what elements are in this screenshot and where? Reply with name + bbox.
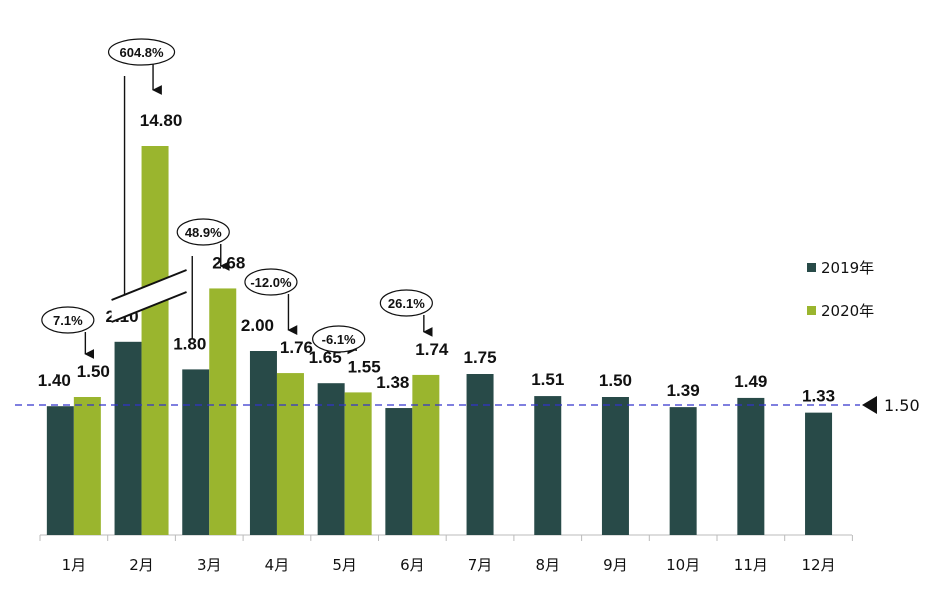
legend-label: 2020年 bbox=[821, 302, 874, 320]
x-tick-label: 8月 bbox=[535, 556, 560, 574]
data-label-2019: 1.40 bbox=[38, 371, 71, 390]
x-tick-label: 2月 bbox=[129, 556, 154, 574]
bar-2020 bbox=[209, 288, 237, 535]
bar-2020 bbox=[344, 392, 372, 535]
reference-label: 1.50 bbox=[884, 396, 920, 415]
axis-break-mark bbox=[111, 269, 187, 301]
change-oval bbox=[312, 325, 366, 353]
x-tick-label: 10月 bbox=[666, 556, 700, 574]
data-label-2019: 1.39 bbox=[667, 381, 700, 400]
x-tick-label: 5月 bbox=[332, 556, 357, 574]
bar-2019 bbox=[46, 406, 74, 535]
data-label-2020: 1.55 bbox=[348, 357, 381, 376]
data-label-2019: 1.80 bbox=[173, 334, 206, 353]
legend-swatch bbox=[807, 263, 816, 272]
legend-swatch bbox=[807, 306, 816, 315]
change-label: 7.1% bbox=[53, 313, 83, 328]
change-label: -12.0% bbox=[250, 275, 292, 290]
x-tick-label: 11月 bbox=[734, 556, 768, 574]
bar-2019 bbox=[182, 369, 210, 535]
bar-2019 bbox=[737, 397, 765, 535]
change-label: 604.8% bbox=[120, 45, 165, 60]
change-label: 26.1% bbox=[388, 296, 425, 311]
data-label-2019: 2.00 bbox=[241, 316, 274, 335]
data-label-2020: 1.76 bbox=[280, 338, 313, 357]
bar-2019 bbox=[317, 383, 345, 535]
change-label: -6.1% bbox=[322, 332, 356, 347]
axis-break-mark bbox=[111, 291, 187, 323]
data-label-2020: 2.68 bbox=[212, 253, 245, 272]
data-label-2019: 1.65 bbox=[309, 348, 342, 367]
bar-2019 bbox=[601, 397, 629, 535]
data-label-2019: 1.38 bbox=[376, 373, 409, 392]
bar-2019 bbox=[114, 341, 142, 535]
x-tick-label: 12月 bbox=[802, 556, 836, 574]
change-oval bbox=[41, 306, 95, 334]
bar-2020 bbox=[412, 374, 440, 535]
x-tick-label: 1月 bbox=[62, 556, 87, 574]
data-label-2019: 1.33 bbox=[802, 387, 835, 406]
data-label-2019: 1.49 bbox=[734, 372, 767, 391]
data-label-2019: 1.75 bbox=[464, 348, 497, 367]
data-label-2019: 1.50 bbox=[599, 371, 632, 390]
bar-2019 bbox=[805, 412, 833, 535]
change-oval bbox=[176, 218, 230, 246]
change-oval bbox=[244, 268, 298, 296]
change-oval bbox=[107, 38, 176, 66]
bar-2019 bbox=[669, 407, 697, 535]
x-tick-label: 7月 bbox=[468, 556, 493, 574]
x-tick-label: 3月 bbox=[197, 556, 222, 574]
bar-2020 bbox=[276, 373, 304, 535]
x-tick-label: 6月 bbox=[400, 556, 425, 574]
bar-2019 bbox=[385, 408, 413, 535]
bar-2019 bbox=[249, 351, 277, 535]
legend-label: 2019年 bbox=[821, 259, 874, 277]
reference-marker-icon bbox=[862, 396, 877, 414]
data-label-2020: 1.74 bbox=[415, 340, 449, 359]
data-label-2019: 1.51 bbox=[531, 370, 564, 389]
x-tick-label: 9月 bbox=[603, 556, 628, 574]
data-label-2020: 1.50 bbox=[77, 362, 110, 381]
axis-break-gap bbox=[111, 270, 187, 322]
x-tick-label: 4月 bbox=[265, 556, 290, 574]
bar-2020 bbox=[141, 146, 169, 535]
bar-2019 bbox=[466, 374, 494, 535]
change-oval bbox=[379, 289, 433, 317]
bar-2020 bbox=[73, 397, 101, 535]
data-label-2020: 14.80 bbox=[140, 111, 183, 130]
bar-2019 bbox=[534, 396, 562, 535]
change-label: 48.9% bbox=[185, 225, 222, 240]
